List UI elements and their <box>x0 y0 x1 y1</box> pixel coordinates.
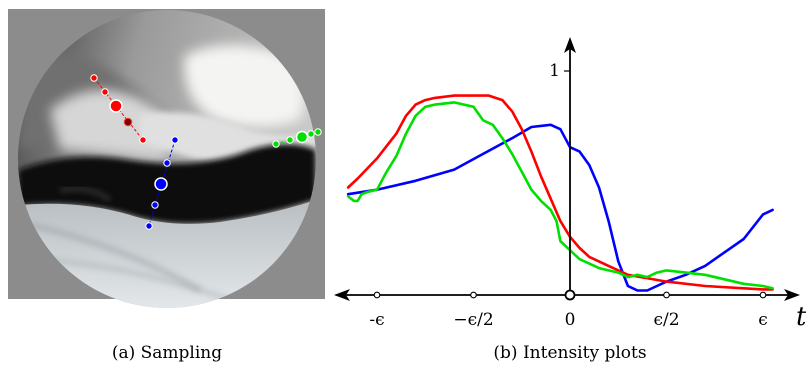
caption-a: (a) Sampling <box>112 343 222 363</box>
x-tick-label: ϵ/2 <box>653 310 679 330</box>
x-axis-label: t <box>796 302 806 332</box>
x-tick-mark <box>759 291 767 299</box>
y-tick-label: 1 <box>549 61 560 81</box>
red-sample-center <box>109 99 123 113</box>
x-tick-label: 0 <box>565 310 576 330</box>
x-tick-label: -ϵ <box>369 310 384 330</box>
green-sample <box>272 128 322 148</box>
series-line-0 <box>346 123 774 292</box>
red-sample-line <box>93 77 144 141</box>
blue-sample-center <box>154 177 168 191</box>
series-group <box>346 94 774 292</box>
y-axis-arrow <box>564 37 576 53</box>
red-sample-point <box>90 74 98 82</box>
green-sample-point <box>286 136 294 144</box>
blue-sample-point <box>171 136 179 144</box>
fisheye-image <box>18 10 316 308</box>
blue-sample <box>145 136 179 230</box>
red-sample-point <box>139 136 147 144</box>
x-tick-label: −ϵ/2 <box>453 310 493 330</box>
x-tick-label: ϵ <box>758 310 768 330</box>
x-tick-mark <box>373 291 381 299</box>
series-line-2 <box>346 101 774 290</box>
intensity-plot: 1 t -ϵ −ϵ/2 0 ϵ/2 ϵ (b) Intensity plots <box>334 37 806 363</box>
caption-b: (b) Intensity plots <box>493 343 646 363</box>
x-tick-mark <box>564 289 576 301</box>
x-tick-mark <box>470 291 477 299</box>
red-sample <box>90 74 147 144</box>
x-axis-arrow-right <box>784 289 800 301</box>
blue-sample-point <box>145 222 153 230</box>
sampling-panel: (a) Sampling <box>8 9 325 363</box>
green-sample-point <box>307 130 315 138</box>
blue-sample-point <box>151 201 159 209</box>
blue-sample-point <box>163 159 171 167</box>
red-sample-origin <box>123 117 133 127</box>
x-ticks: -ϵ −ϵ/2 0 ϵ/2 ϵ <box>369 289 768 330</box>
x-axis-arrow-left <box>334 289 350 301</box>
green-sample-point <box>272 140 280 148</box>
green-sample-point <box>314 128 322 136</box>
red-sample-point <box>101 88 109 96</box>
green-sample-center <box>295 130 309 144</box>
x-tick-mark <box>663 291 670 299</box>
